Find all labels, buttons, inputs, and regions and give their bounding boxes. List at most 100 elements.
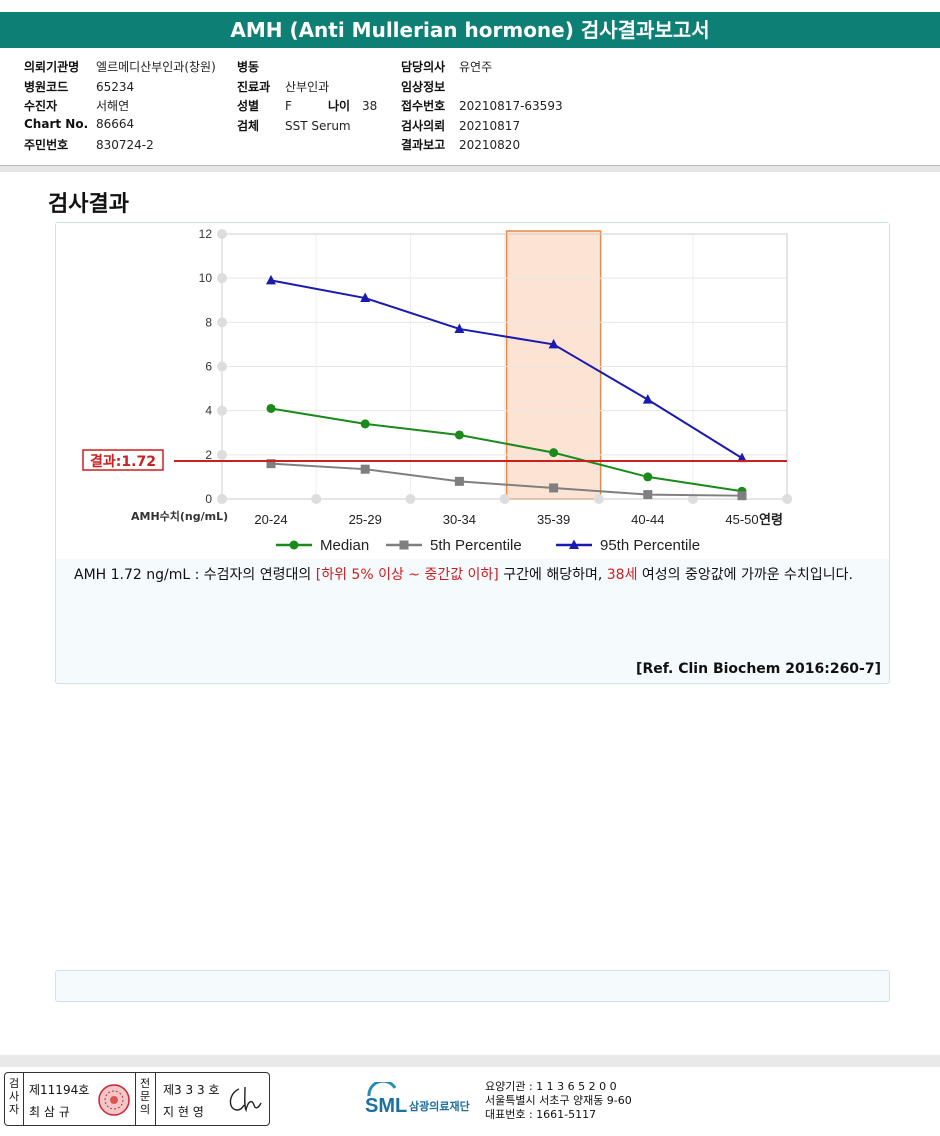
- x-tick-label-45-50: 45-50: [725, 512, 758, 527]
- description-highlight-range: [하위 5% 이상 ~ 중간값 이하]: [315, 567, 499, 583]
- x-tick-dot: [593, 494, 604, 504]
- examiner-name: 최 삼 규: [29, 1105, 70, 1119]
- result-card: 0 2 4 6 8 10 12 20-24 25-29 30-34 35-39 40-44 45-50 연…: [55, 222, 890, 684]
- age-value: 38: [362, 99, 378, 113]
- y-axis-label: AMH수치(ng/mL): [131, 509, 228, 523]
- info-value: 산부인과: [285, 79, 330, 94]
- series-2-point-1: [360, 292, 371, 303]
- y-tick-dot: [217, 229, 227, 239]
- report-title: AMH (Anti Mullerian hormone) 검사결과보고서: [0, 12, 940, 48]
- info-label: 병원코드: [24, 79, 69, 94]
- legend-label-2: 95th Percentile: [600, 537, 700, 554]
- org-phone: 대표번호 : 1661-5117: [485, 1108, 597, 1121]
- info-label: Chart No.: [24, 116, 89, 131]
- examiner-number: 제11194호: [29, 1083, 90, 1097]
- description-text-2: 구간에 해당하며,: [498, 567, 607, 583]
- examiner-seal-icon: [98, 1084, 130, 1116]
- y-tick-label: 2: [205, 448, 212, 462]
- info-label: 결과보고: [401, 138, 446, 152]
- series-0-point-1: [360, 419, 370, 429]
- x-tick-dot: [405, 494, 416, 504]
- info-row: 담당의사 유연주: [401, 58, 492, 75]
- info-value: SST Serum: [285, 118, 351, 133]
- info-value: 830724-2: [96, 138, 154, 152]
- info-label: 진료과: [237, 79, 271, 94]
- info-row: 결과보고 20210820: [401, 136, 520, 153]
- description-text-3: 여성의 중앙값에 가까운 수치입니다.: [637, 567, 853, 583]
- info-label: 접수번호: [401, 99, 446, 113]
- highlight-band-35-39: [505, 230, 602, 500]
- info-row: Chart No. 86664: [24, 117, 134, 131]
- logo-text: SML: [365, 1095, 407, 1117]
- x-tick-dot: [499, 494, 510, 504]
- x-tick-dot: [311, 494, 322, 504]
- info-label: 수진자: [24, 99, 58, 113]
- header-separator: [0, 165, 940, 172]
- result-label-box: [82, 449, 164, 471]
- result-description: AMH 1.72 ng/mL : 수검자의 연령대의 [하위 5% 이상 ~ 중…: [74, 565, 874, 586]
- series-1-point-3: [549, 483, 559, 493]
- info-label: 병동: [237, 60, 260, 74]
- info-label: 임상정보: [401, 79, 446, 94]
- y-tick-dot: [217, 361, 227, 372]
- y-tick-label: 12: [199, 227, 213, 241]
- series-line-1: [270, 462, 743, 497]
- x-tick-label-35-39: 35-39: [537, 512, 570, 527]
- series-line-2: [270, 279, 743, 459]
- footer-separator: [0, 1055, 940, 1067]
- info-label: 의뢰기관명: [24, 60, 80, 74]
- series-2-point-5: [737, 452, 747, 463]
- info-row: 수진자 서해연: [24, 97, 129, 114]
- info-row: 검체 SST Serum: [237, 117, 351, 134]
- y-tick-label: 10: [199, 271, 213, 285]
- x-tick-dot: [688, 494, 698, 504]
- org-name: 삼광의료재단: [409, 1099, 470, 1113]
- info-label: 주민번호: [24, 138, 69, 152]
- info-label: 성별: [237, 99, 260, 113]
- x-tick-dot: [782, 494, 793, 504]
- legend-label-1: 5th Percentile: [430, 537, 522, 554]
- series-2-point-4: [642, 394, 653, 404]
- info-label: 검사의뢰: [401, 118, 446, 133]
- info-value: 20210817-63593: [459, 99, 563, 113]
- info-row: 의뢰기관명 엘르메디산부인과(창원): [24, 58, 216, 75]
- patient-info-panel: 의뢰기관명 엘르메디산부인과(창원) 병원코드 65234 수진자 서해연 Chart No…: [0, 50, 940, 162]
- x-tick-label-25-29: 25-29: [349, 512, 382, 527]
- info-row: 병동: [237, 58, 285, 75]
- description-text-1: AMH 1.72 ng/mL : 수검자의 연령대의: [74, 567, 316, 583]
- series-1-point-4: [643, 490, 653, 500]
- x-tick-dot: [217, 494, 227, 504]
- info-row: 성별 F: [237, 97, 292, 114]
- specialist-name: 지 현 영: [163, 1105, 204, 1119]
- info-value: 20210817: [459, 118, 521, 133]
- sml-logo-icon: SML 삼광의료재단: [365, 1079, 470, 1117]
- info-row: 임상정보: [401, 78, 459, 95]
- amh-chart: 0 2 4 6 8 10 12 20-24 25-29 30-34 35-39 40-44 45-50 연…: [82, 227, 793, 554]
- info-row: 진료과 산부인과: [237, 78, 329, 95]
- legend-marker-0: [289, 540, 299, 550]
- y-tick-dot: [217, 317, 227, 328]
- reference-citation: [Ref. Clin Biochem 2016:260-7]: [636, 661, 881, 677]
- y-tick-label: 6: [205, 360, 212, 374]
- series-2-point-3: [548, 338, 559, 349]
- org-info: 요양기관 : 1 1 3 6 5 2 0 0 서울특별시 서초구 양재동 9-6…: [485, 1080, 632, 1122]
- section-title: 검사결과: [48, 192, 129, 217]
- y-tick-dot: [217, 449, 227, 460]
- info-value: 유연주: [459, 60, 493, 74]
- info-row: 접수번호 20210817-63593: [401, 97, 563, 114]
- info-row-age: 나이 38: [328, 97, 377, 114]
- result-label: 결과:1.72: [90, 453, 156, 470]
- empty-comment-box: [55, 970, 890, 1002]
- sml-logo: SML 삼광의료재단: [365, 1079, 483, 1126]
- y-tick-label: 4: [205, 404, 212, 418]
- org-address: 서울특별시 서초구 양재동 9-60: [485, 1094, 632, 1107]
- description-highlight-age: 38세: [606, 567, 638, 583]
- y-tick-label: 0: [205, 492, 212, 506]
- specialist-number: 제3 3 3 호: [163, 1083, 220, 1097]
- series-1-point-1: [360, 464, 370, 474]
- amh-chart-area: 0 2 4 6 8 10 12 20-24 25-29 30-34 35-39 40-44 45-50 연…: [56, 223, 889, 559]
- y-tick-label: 8: [205, 315, 212, 329]
- legend-marker-1: [399, 540, 409, 550]
